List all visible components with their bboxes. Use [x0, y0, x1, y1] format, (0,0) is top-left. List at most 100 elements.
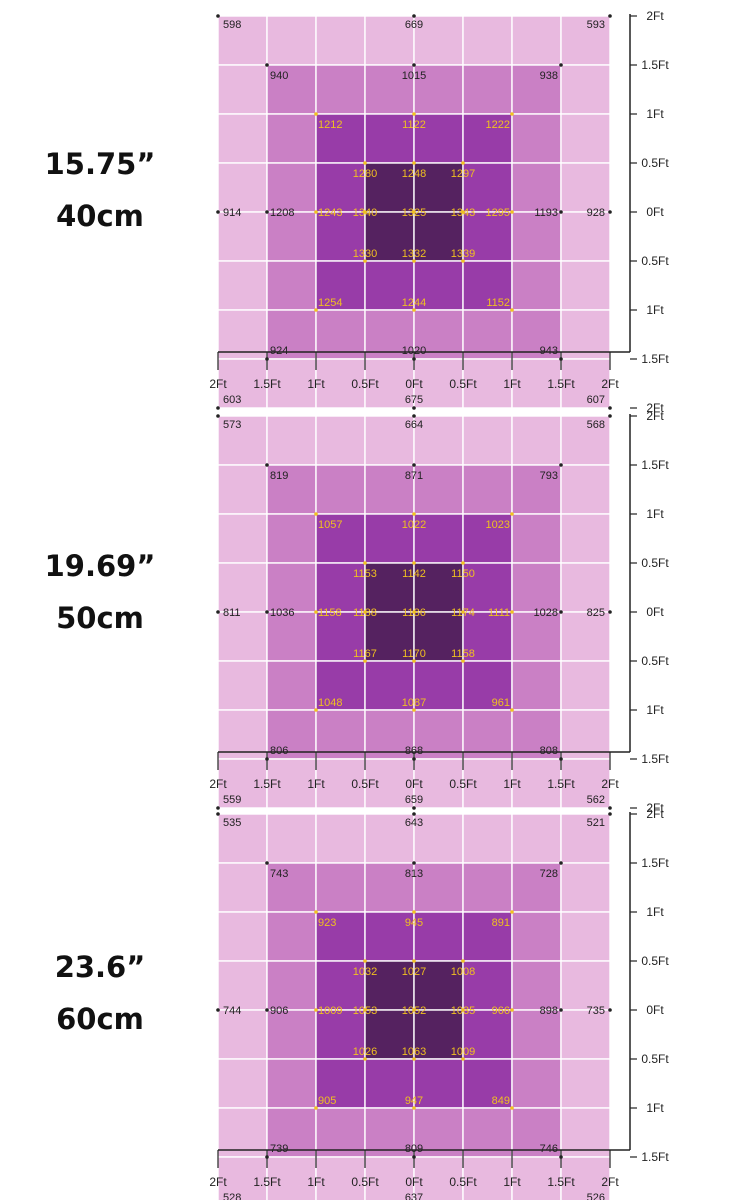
- ppfd-value-label: 868: [405, 745, 423, 757]
- measurement-point: [216, 806, 220, 810]
- x-tick-label: 0.5Ft: [449, 777, 477, 791]
- ppfd-heatmap: 2Ft 1.5Ft 1Ft 0.5Ft 0Ft 0.5Ft 1Ft 1.5Ft 2Ft 2Ft 1.…: [209, 807, 669, 1200]
- measurement-point: [412, 414, 416, 418]
- heatmap-cell: [413, 260, 464, 311]
- distance-inches: 19.69”: [44, 549, 156, 583]
- measurement-point: [265, 463, 269, 467]
- ppfd-value-label: 1036: [270, 607, 294, 619]
- ppfd-value-label: 891: [492, 917, 510, 929]
- heatmap-cell: [560, 1009, 611, 1060]
- y-tick-label: 1.5Ft: [641, 1150, 669, 1164]
- x-tick-label: 2Ft: [209, 1175, 227, 1189]
- measurement-point: [216, 610, 220, 614]
- measurement-point: [412, 259, 416, 263]
- measurement-point: [412, 610, 416, 614]
- y-tick-label: 2Ft: [646, 9, 664, 23]
- x-tick-label: 1.5Ft: [547, 377, 575, 391]
- ppfd-value-label: 1122: [402, 119, 426, 131]
- y-tick-label: 0.5Ft: [641, 254, 669, 268]
- ppfd-value-label: 526: [587, 1192, 605, 1200]
- heatmap-cell: [266, 758, 317, 809]
- ppfd-value-label: 559: [223, 794, 241, 806]
- measurement-point: [412, 406, 416, 410]
- heatmap-cell: [511, 64, 562, 115]
- heatmap-cell: [217, 911, 268, 962]
- ppfd-value-label: 1343: [451, 207, 475, 219]
- heatmap-cell: [560, 611, 611, 662]
- heatmap-cell: [217, 513, 268, 564]
- ppfd-value-label: 1063: [402, 1046, 426, 1058]
- heatmap-cell: [511, 960, 562, 1011]
- heatmap-cell: [364, 862, 415, 913]
- measurement-point: [314, 610, 318, 614]
- measurement-point: [265, 1155, 269, 1159]
- ppfd-value-label: 1248: [402, 168, 426, 180]
- ppfd-value-label: 1111: [488, 607, 510, 619]
- ppfd-value-label: 1152: [486, 297, 510, 309]
- heatmap-cell: [413, 358, 464, 409]
- x-tick-label: 1.5Ft: [253, 777, 281, 791]
- ppfd-value-label: 1158: [318, 607, 342, 619]
- heatmap-cell: [413, 464, 464, 515]
- heatmap-cell: [364, 464, 415, 515]
- measurement-point: [608, 414, 612, 418]
- ppfd-value-label: 793: [540, 470, 558, 482]
- ppfd-value-label: 1032: [353, 966, 377, 978]
- x-tick-label: 2Ft: [601, 377, 619, 391]
- x-tick-label: 2Ft: [601, 777, 619, 791]
- heatmap-cell: [413, 813, 464, 864]
- heatmap-cell: [315, 15, 366, 66]
- x-tick-label: 1.5Ft: [253, 1175, 281, 1189]
- measurement-point: [412, 63, 416, 67]
- measurement-point: [314, 708, 318, 712]
- ppfd-value-label: 924: [270, 345, 288, 357]
- ppfd-value-label: 1193: [534, 207, 558, 219]
- ppfd-value-label: 945: [405, 917, 423, 929]
- ppfd-value-label: 871: [405, 470, 423, 482]
- ppfd-heatmap: 2Ft 1.5Ft 1Ft 0.5Ft 0Ft 0.5Ft 1Ft 1.5Ft 2Ft 2Ft 1.…: [209, 9, 669, 415]
- ppfd-value-label: 898: [540, 1005, 558, 1017]
- heatmap-cell: [462, 358, 513, 409]
- ppfd-value-label: 1295: [486, 207, 510, 219]
- ppfd-value-label: 825: [587, 607, 605, 619]
- ppfd-value-label: 943: [540, 345, 558, 357]
- ppfd-value-label: 914: [223, 207, 241, 219]
- heatmap-cell: [217, 758, 268, 809]
- y-tick-label: 1Ft: [646, 703, 664, 717]
- measurement-point: [363, 210, 367, 214]
- heatmap-cell: [315, 162, 366, 213]
- measurement-point: [265, 757, 269, 761]
- measurement-point: [363, 161, 367, 165]
- heatmap-cell: [511, 211, 562, 262]
- heatmap-cell: [266, 562, 317, 613]
- ppfd-value-label: 659: [405, 794, 423, 806]
- y-tick-label: 1Ft: [646, 1101, 664, 1115]
- heatmap-cell: [560, 211, 611, 262]
- ppfd-value-label: 664: [405, 419, 423, 431]
- heatmap-cell: [560, 1058, 611, 1109]
- distance-inches: 15.75”: [44, 147, 156, 181]
- measurement-point: [559, 63, 563, 67]
- y-tick-label: 0Ft: [646, 605, 664, 619]
- ppfd-value-label: 746: [540, 1143, 558, 1155]
- heatmap-cell: [462, 758, 513, 809]
- measurement-point: [559, 210, 563, 214]
- heatmap-cell: [511, 513, 562, 564]
- measurement-point: [412, 806, 416, 810]
- x-tick-label: 1Ft: [307, 1175, 325, 1189]
- measurement-point: [216, 812, 220, 816]
- measurement-point: [461, 659, 465, 663]
- measurement-point: [461, 161, 465, 165]
- distance-label: 15.75” 40cm: [0, 130, 200, 251]
- heatmap-cell: [364, 415, 415, 466]
- heatmap-cell: [462, 562, 513, 613]
- heatmap-panel-60cm: 23.6” 60cm 2Ft 1.5Ft 1Ft 0.5Ft 0Ft 0.5Ft 1Ft 1.…: [0, 798, 750, 1200]
- measurement-point: [314, 308, 318, 312]
- heatmap-cell: [364, 64, 415, 115]
- ppfd-value-label: 928: [587, 207, 605, 219]
- ppfd-value-label: 1009: [318, 1005, 342, 1017]
- heatmap-cell: [217, 960, 268, 1011]
- ppfd-value-label: 1026: [353, 1046, 377, 1058]
- heatmap-cell: [266, 513, 317, 564]
- ppfd-value-label: 1022: [402, 519, 426, 531]
